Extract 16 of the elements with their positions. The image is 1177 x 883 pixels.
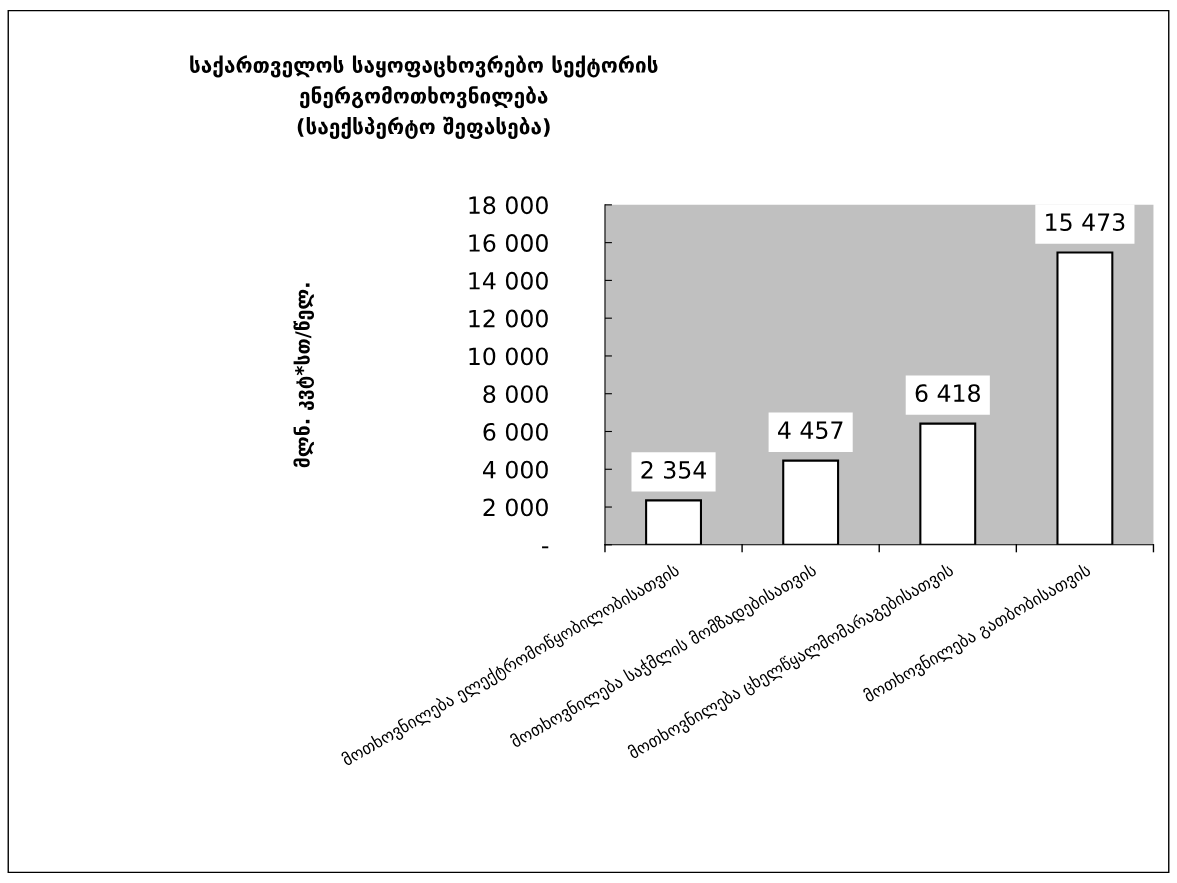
- y-tick-label: -: [542, 546, 549, 549]
- y-tick-label: 14 000: [469, 271, 548, 290]
- y-tick-label: 2 000: [483, 498, 548, 517]
- y-tick-label: 16 000: [469, 234, 548, 252]
- y-tick-label: 10 000: [469, 347, 548, 366]
- text: საქართველოს საყოფაცხოვრებო სექტორის ენერგომოთხოვნილება (საექსპერტო შეფასება): [190, 55, 658, 139]
- y-tick-label: 18 000: [469, 196, 548, 215]
- y-tick-label: 4 000: [482, 460, 548, 479]
- y-tick-label: 8 000: [483, 385, 548, 404]
- y-tick-label: 12 000: [469, 309, 548, 328]
- data-label: 15 473: [1046, 213, 1125, 232]
- y-axis-title: მლნ. კვტ*სთ/წელ.: [293, 283, 315, 468]
- y-tick-label: 6 000: [483, 422, 548, 441]
- data-label: 4 457: [778, 421, 843, 440]
- data-label: 2 354: [641, 460, 707, 479]
- data-label: 6 418: [915, 384, 980, 403]
